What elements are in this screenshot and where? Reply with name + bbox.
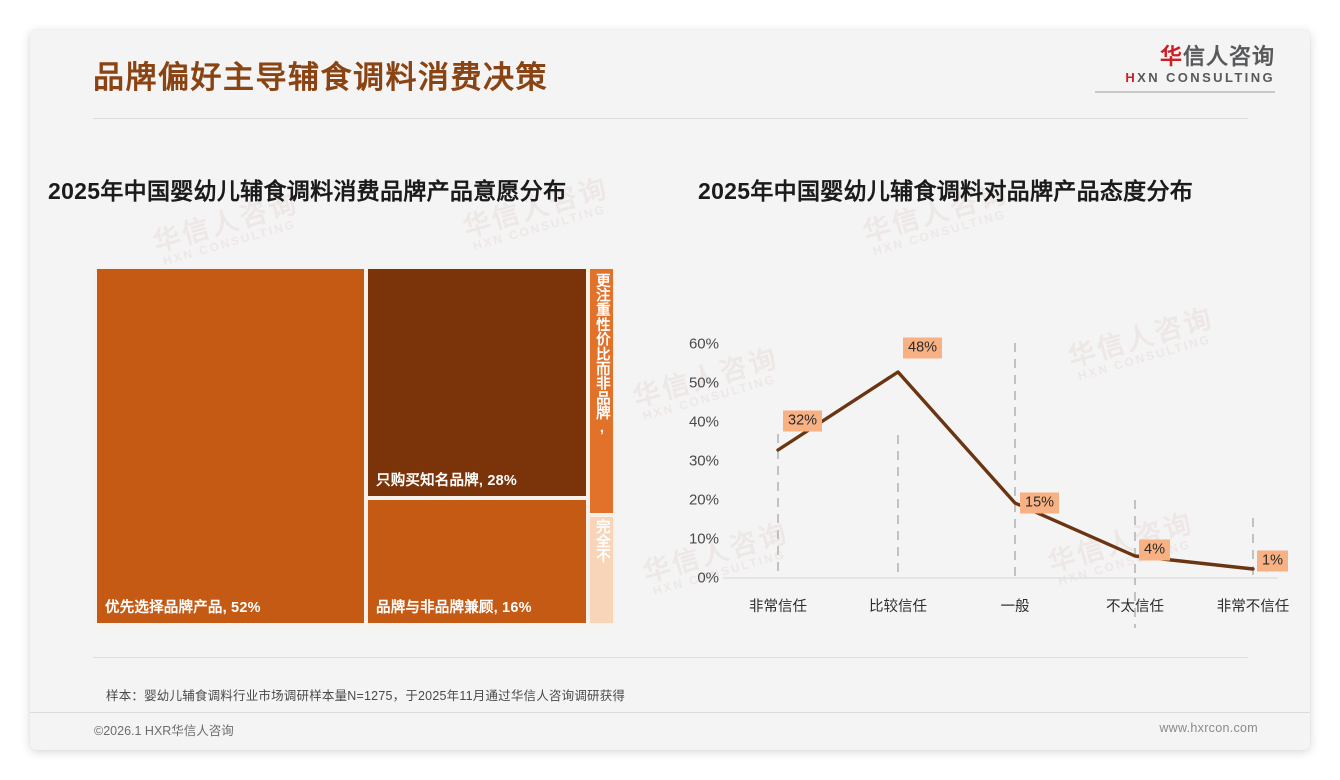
y-tick-label-2: 20% xyxy=(688,491,719,509)
treemap-cell-3[interactable]: 更注重性价比而非品牌, xyxy=(588,267,615,515)
treemap-cell-0[interactable]: 优先选择品牌产品, 52% xyxy=(95,267,366,625)
treemap-cell-label: 品牌与非品牌兼顾, 16% xyxy=(376,600,532,616)
data-label-1: 48% xyxy=(903,337,943,359)
treemap-cell-label: 只购买知名品牌, 28% xyxy=(376,473,517,489)
x-tick-label-1: 比较信任 xyxy=(869,599,927,615)
x-tick-label-3: 不太信任 xyxy=(1106,599,1164,615)
y-tick-label-5: 50% xyxy=(688,374,719,392)
y-tick-label-4: 40% xyxy=(688,413,719,431)
data-label-4: 1% xyxy=(1257,550,1288,572)
x-tick-label-4: 非常不信任 xyxy=(1216,599,1290,615)
left-chart-title: 2025年中国婴幼儿辅食调料消费品牌产品意愿分布 xyxy=(48,178,567,204)
treemap-cell-label: 更注重性价比而非品牌, xyxy=(593,273,610,437)
logo-underline xyxy=(1095,91,1275,94)
watermark-en: HXN CONSULTING xyxy=(471,202,608,254)
treemap-cell-label: 优先选择品牌产品, 52% xyxy=(105,600,261,616)
footer-divider xyxy=(30,712,1310,713)
watermark-en: HXN CONSULTING xyxy=(871,207,1008,259)
header-divider xyxy=(93,118,1248,119)
watermark-en: HXN CONSULTING xyxy=(161,217,298,269)
data-label-0: 32% xyxy=(783,410,823,432)
treemap-chart: 优先选择品牌产品, 52% 只购买知名品牌, 28% 品牌与非品牌兼顾, 16%… xyxy=(95,267,615,625)
y-tick-label-6: 60% xyxy=(688,335,719,353)
logo-name-rest: 信人咨询 xyxy=(1182,44,1275,69)
treemap-cell-2[interactable]: 品牌与非品牌兼顾, 16% xyxy=(366,498,588,625)
footnote-divider xyxy=(93,657,1248,658)
data-label-3: 4% xyxy=(1139,539,1170,561)
logo-chinese-name: 华信人咨询 xyxy=(1095,44,1275,69)
y-tick-label-1: 10% xyxy=(688,530,719,548)
footer-copyright: ©2026.1 HXR华信人咨询 xyxy=(94,724,234,738)
logo-en-accent: H xyxy=(1125,70,1138,86)
footnote-text: 样本：婴幼儿辅食调料行业市场调研样本量N=1275，于2025年11月通过华信人… xyxy=(106,689,626,703)
treemap-cell-1[interactable]: 只购买知名品牌, 28% xyxy=(366,267,588,498)
footer-website[interactable]: www.hxrcon.com xyxy=(1159,721,1258,735)
logo-accent-char: 华 xyxy=(1159,44,1183,69)
right-chart-title: 2025年中国婴幼儿辅食调料对品牌产品态度分布 xyxy=(698,178,1194,204)
line-series-path xyxy=(776,370,1255,571)
y-tick-label-0: 0% xyxy=(697,569,719,587)
page-title: 品牌偏好主导辅食调料消费决策 xyxy=(93,60,548,95)
treemap-cell-4[interactable]: 完全不 xyxy=(588,515,615,625)
line-chart: 0% 10% 20% 30% 40% 50% 60% 非常信任 比较信任 一般 … xyxy=(665,278,1289,750)
slide-header: 品牌偏好主导辅食调料消费决策 华信人咨询 HXN CONSULTING xyxy=(30,30,1310,122)
logo-en-rest: XN CONSULTING xyxy=(1137,70,1275,86)
line-chart-svg xyxy=(723,343,1278,750)
treemap-cell-label: 完全不 xyxy=(593,519,610,564)
x-tick-label-0: 非常信任 xyxy=(749,599,807,615)
data-label-2: 15% xyxy=(1020,492,1060,514)
x-tick-label-2: 一般 xyxy=(1000,599,1030,615)
y-tick-label-3: 30% xyxy=(688,452,719,470)
slide-card: 华信人咨询 HXN CONSULTING 华信人咨询 HXN CONSULTIN… xyxy=(30,30,1310,750)
brand-logo: 华信人咨询 HXN CONSULTING xyxy=(1095,44,1275,94)
logo-english-name: HXN CONSULTING xyxy=(1095,69,1275,87)
